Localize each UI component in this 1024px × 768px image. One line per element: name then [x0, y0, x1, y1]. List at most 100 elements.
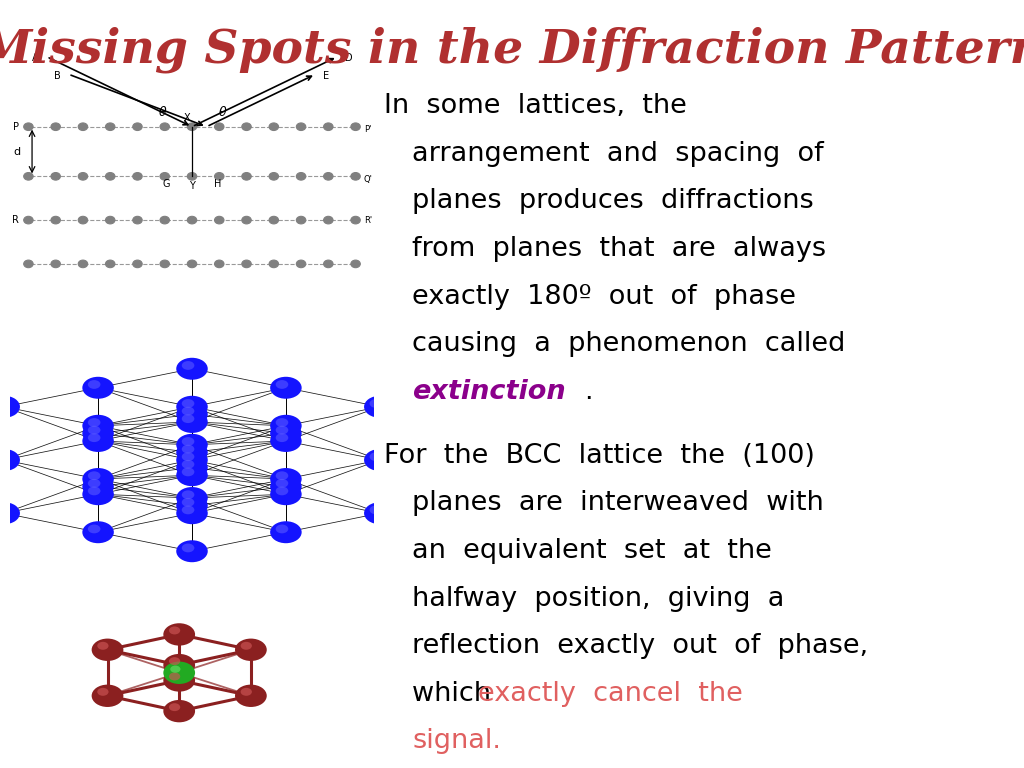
- Text: E: E: [324, 71, 330, 81]
- Circle shape: [88, 433, 100, 442]
- Circle shape: [176, 502, 208, 525]
- Text: an  equivalent  set  at  the: an equivalent set at the: [413, 538, 772, 564]
- Circle shape: [270, 430, 302, 452]
- Text: Q': Q': [364, 175, 373, 184]
- Text: causing  a  phenomenon  called: causing a phenomenon called: [413, 331, 846, 357]
- Circle shape: [296, 260, 306, 268]
- Circle shape: [275, 472, 289, 480]
- Text: In  some  lattices,  the: In some lattices, the: [384, 94, 687, 119]
- Circle shape: [187, 123, 197, 131]
- Circle shape: [176, 358, 208, 379]
- Circle shape: [51, 123, 60, 131]
- Text: reflection  exactly  out  of  phase,: reflection exactly out of phase,: [413, 633, 868, 659]
- Circle shape: [51, 173, 60, 180]
- Text: $\theta$: $\theta$: [159, 105, 168, 119]
- Circle shape: [182, 468, 195, 476]
- Text: P: P: [12, 121, 18, 132]
- Text: signal.: signal.: [413, 728, 501, 754]
- Text: X: X: [183, 113, 189, 123]
- Circle shape: [275, 380, 289, 389]
- Circle shape: [270, 521, 302, 543]
- Circle shape: [182, 452, 195, 461]
- Circle shape: [296, 217, 306, 224]
- Text: B: B: [54, 71, 60, 81]
- Circle shape: [351, 123, 360, 131]
- Circle shape: [170, 666, 180, 673]
- Text: which: which: [413, 680, 509, 707]
- Circle shape: [269, 217, 279, 224]
- Circle shape: [82, 430, 114, 452]
- Circle shape: [176, 449, 208, 471]
- Circle shape: [169, 673, 180, 680]
- Circle shape: [324, 260, 333, 268]
- Circle shape: [365, 502, 395, 525]
- Text: A: A: [33, 53, 39, 63]
- Circle shape: [182, 460, 195, 468]
- Circle shape: [105, 123, 115, 131]
- Circle shape: [133, 260, 142, 268]
- Circle shape: [24, 260, 33, 268]
- Circle shape: [82, 475, 114, 498]
- Circle shape: [176, 495, 208, 517]
- Circle shape: [182, 445, 195, 453]
- Text: planes  are  interweaved  with: planes are interweaved with: [413, 491, 824, 516]
- Circle shape: [88, 479, 100, 488]
- Circle shape: [82, 422, 114, 445]
- Text: For  the  BCC  lattice  the  (100): For the BCC lattice the (100): [384, 443, 815, 468]
- Text: P': P': [365, 125, 372, 134]
- Circle shape: [105, 217, 115, 224]
- Text: halfway  position,  giving  a: halfway position, giving a: [413, 585, 784, 611]
- Circle shape: [88, 472, 100, 480]
- Circle shape: [275, 425, 289, 435]
- Circle shape: [242, 260, 251, 268]
- Circle shape: [78, 173, 88, 180]
- Circle shape: [270, 422, 302, 445]
- Text: exactly  cancel  the: exactly cancel the: [478, 680, 743, 707]
- Circle shape: [133, 173, 142, 180]
- Circle shape: [365, 449, 395, 471]
- Circle shape: [182, 414, 195, 423]
- Circle shape: [275, 433, 289, 442]
- Text: Missing Spots in the Diffraction Pattern: Missing Spots in the Diffraction Pattern: [0, 27, 1024, 74]
- Circle shape: [97, 642, 109, 650]
- Circle shape: [133, 217, 142, 224]
- Circle shape: [182, 437, 195, 446]
- Text: planes  produces  diffractions: planes produces diffractions: [413, 188, 814, 214]
- Circle shape: [270, 468, 302, 490]
- Circle shape: [241, 688, 252, 696]
- Circle shape: [88, 380, 100, 389]
- Text: G: G: [163, 178, 170, 189]
- Circle shape: [105, 173, 115, 180]
- Circle shape: [182, 407, 195, 415]
- Circle shape: [324, 123, 333, 131]
- Circle shape: [242, 123, 251, 131]
- Circle shape: [163, 669, 195, 692]
- Circle shape: [176, 540, 208, 562]
- Circle shape: [51, 217, 60, 224]
- Circle shape: [370, 399, 382, 408]
- Circle shape: [169, 703, 180, 711]
- Circle shape: [187, 260, 197, 268]
- Circle shape: [0, 452, 6, 461]
- Circle shape: [78, 123, 88, 131]
- Circle shape: [176, 403, 208, 425]
- Circle shape: [182, 399, 195, 408]
- Circle shape: [176, 464, 208, 486]
- Circle shape: [82, 468, 114, 490]
- Circle shape: [241, 642, 252, 650]
- Circle shape: [169, 657, 180, 665]
- Circle shape: [215, 173, 224, 180]
- Circle shape: [24, 123, 33, 131]
- Circle shape: [176, 457, 208, 478]
- Circle shape: [370, 452, 382, 461]
- Circle shape: [275, 486, 289, 495]
- Circle shape: [187, 217, 197, 224]
- Text: R: R: [12, 215, 19, 225]
- Circle shape: [176, 487, 208, 509]
- Circle shape: [78, 260, 88, 268]
- Circle shape: [0, 399, 6, 408]
- Circle shape: [351, 260, 360, 268]
- Circle shape: [215, 123, 224, 131]
- Circle shape: [215, 260, 224, 268]
- Circle shape: [351, 217, 360, 224]
